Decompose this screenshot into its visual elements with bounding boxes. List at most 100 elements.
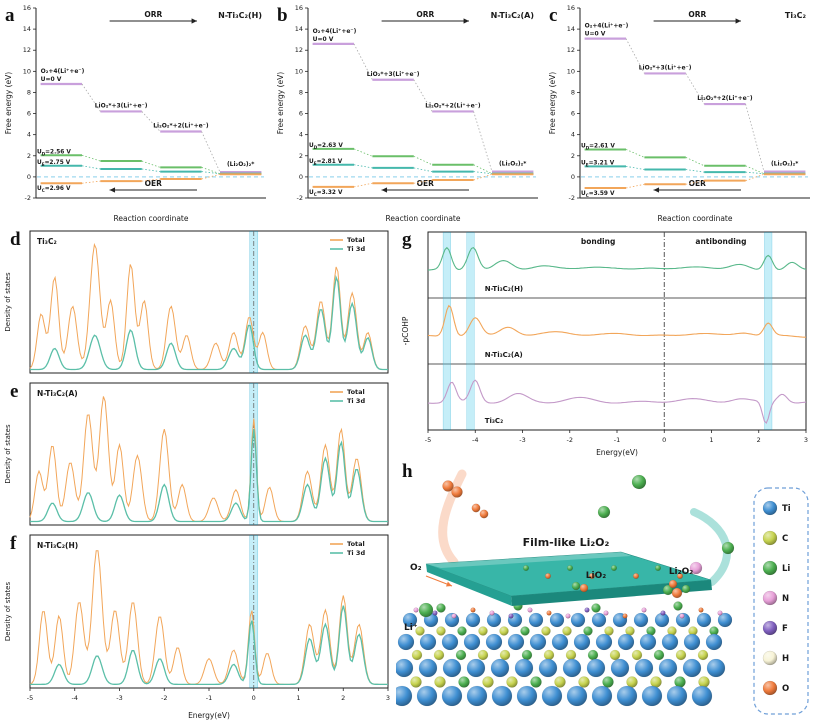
svg-text:12: 12 [295,46,303,54]
panel-dos-n-ti3c2-a: Total Ti 3d N-Ti₃C₂(A) Density of states [0,378,396,530]
svg-text:Film-like Li₂O₂: Film-like Li₂O₂ [523,536,610,549]
svg-text:Total: Total [347,388,365,396]
svg-text:Ti 3d: Ti 3d [347,397,365,405]
scheme: Film-like Li₂O₂ O₂ Li⁺ LiO₂ Li₂O₂ [396,469,735,707]
svg-text:O₂+4(Li⁺+e⁻): O₂+4(Li⁺+e⁻) [41,68,85,75]
svg-text:1: 1 [296,694,300,702]
svg-text:14: 14 [295,25,303,33]
panel-letter-f: f [10,533,17,554]
svg-text:O₂: O₂ [410,563,422,573]
svg-text:ORR: ORR [416,10,434,19]
svg-text:ORR: ORR [688,10,706,19]
svg-text:O₂+4(Li⁺+e⁻): O₂+4(Li⁺+e⁻) [585,23,629,30]
svg-text:3: 3 [804,436,808,444]
panel-free-energy-h: -2 0 2 4 6 8 10 12 14 16 Free energy (eV) Reaction … [0,0,272,226]
svg-text:UD=2.63 V: UD=2.63 V [309,143,343,150]
dos-curve-Total [29,396,388,522]
svg-text:Li₂O₂*+2(Li⁺+e⁻): Li₂O₂*+2(Li⁺+e⁻) [697,95,753,102]
panel-free-energy-ti3c2: -2 0 2 4 6 8 10 12 14 16 Free energy (eV) Reaction … [544,0,816,226]
atom-legend: Ti C Li N F H O [753,487,809,715]
svg-text:0: 0 [252,694,256,702]
svg-text:Reaction coordinate: Reaction coordinate [658,214,733,223]
svg-text:Free energy (eV): Free energy (eV) [276,72,285,134]
svg-text:Li₂O₂: Li₂O₂ [669,567,693,577]
svg-text:0: 0 [299,173,303,181]
svg-text:4: 4 [571,131,575,139]
svg-text:Li⁺: Li⁺ [404,623,418,633]
energy-series [584,37,806,173]
svg-text:6: 6 [299,110,303,118]
svg-text:16: 16 [567,4,575,12]
svg-text:-5: -5 [27,694,33,702]
cohp-curve [427,379,807,424]
svg-text:14: 14 [23,25,31,33]
svg-text:U=0 V: U=0 V [41,76,62,83]
svg-text:LiO₂: LiO₂ [586,571,606,581]
dos-curve-Ti 3d [30,605,388,686]
cohp-curve [427,304,806,338]
svg-text:2: 2 [757,436,761,444]
svg-text:OER: OER [145,179,162,188]
svg-text:-5: -5 [425,436,431,444]
schematic-h: Film-like Li₂O₂ O₂ Li⁺ LiO₂ Li₂O₂ Ti C Li N F H O [396,469,809,715]
svg-text:UE=2.81 V: UE=2.81 V [309,159,343,166]
svg-text:-3: -3 [116,694,122,702]
free-energy-chart-a: -2 0 2 4 6 8 10 12 14 16 Free energy (eV) Reaction … [4,4,266,223]
svg-text:antibonding: antibonding [695,237,746,246]
svg-text:Free energy (eV): Free energy (eV) [548,72,557,134]
svg-text:8: 8 [27,88,31,96]
axes: -2 0 2 4 6 8 10 12 14 16 [23,4,266,202]
dos-curve-Total [29,550,388,685]
energy-series [312,42,534,173]
svg-text:O: O [782,684,789,694]
svg-text:2: 2 [299,152,303,160]
svg-text:-4: -4 [472,436,478,444]
svg-text:0: 0 [571,173,575,181]
svg-text:2: 2 [571,152,575,160]
svg-text:U=0 V: U=0 V [313,36,334,43]
svg-text:8: 8 [299,88,303,96]
pcohp-chart-g: bonding antibonding N-Ti₃C₂(H) N-Ti₃C₂(A) Ti… [401,231,808,457]
panel-schematic: Film-like Li₂O₂ O₂ Li⁺ LiO₂ Li₂O₂ Ti C Li N F H O [396,460,816,724]
panel-dos-ti3c2: Total Ti 3d Ti₃C₂ Density of states [0,226,396,378]
svg-text:Density of states: Density of states [4,582,12,642]
svg-text:N-Ti₃C₂(A): N-Ti₃C₂(A) [491,11,534,20]
svg-text:14: 14 [567,25,575,33]
svg-text:LiO₂*+3(Li⁺+e⁻): LiO₂*+3(Li⁺+e⁻) [367,71,420,78]
svg-text:Li₂O₂*+2(Li⁺+e⁻): Li₂O₂*+2(Li⁺+e⁻) [153,123,209,130]
svg-text:C: C [782,534,788,544]
svg-text:2: 2 [27,152,31,160]
svg-text:6: 6 [27,110,31,118]
svg-text:(Li₂O₂)₂*: (Li₂O₂)₂* [499,161,527,168]
svg-text:4: 4 [299,131,303,139]
svg-text:H: H [782,654,789,664]
axes: -2 0 2 4 6 8 10 12 14 16 [295,4,538,202]
panel-free-energy-a: -2 0 2 4 6 8 10 12 14 16 Free energy (eV) Reaction … [272,0,544,226]
svg-text:UC=3.59 V: UC=3.59 V [581,191,615,198]
svg-text:Ti₃C₂: Ti₃C₂ [785,11,807,20]
svg-text:(Li₂O₂)₂*: (Li₂O₂)₂* [771,161,799,168]
svg-text:-pCOHP: -pCOHP [401,316,410,345]
energy-series [312,173,534,188]
svg-text:N-Ti₃C₂(A): N-Ti₃C₂(A) [37,389,78,398]
svg-text:UE=2.75 V: UE=2.75 V [37,160,71,167]
svg-text:U=0 V: U=0 V [585,31,606,38]
svg-text:Energy(eV): Energy(eV) [596,448,638,457]
panel-letter-g: g [402,229,412,250]
svg-text:Free energy (eV): Free energy (eV) [4,72,13,134]
panel-letter-h: h [402,461,413,482]
panel-letter-e: e [10,381,19,402]
svg-text:0: 0 [27,173,31,181]
panel-letter-c: c [549,5,558,26]
svg-text:-2: -2 [569,194,575,202]
energy-series [584,173,806,189]
svg-text:0: 0 [662,436,666,444]
svg-text:2: 2 [341,694,345,702]
svg-text:1: 1 [709,436,713,444]
svg-text:(Li₂O₂)₂*: (Li₂O₂)₂* [227,161,255,168]
svg-text:Energy(eV): Energy(eV) [188,711,230,720]
dos-curve-Total [29,242,388,370]
